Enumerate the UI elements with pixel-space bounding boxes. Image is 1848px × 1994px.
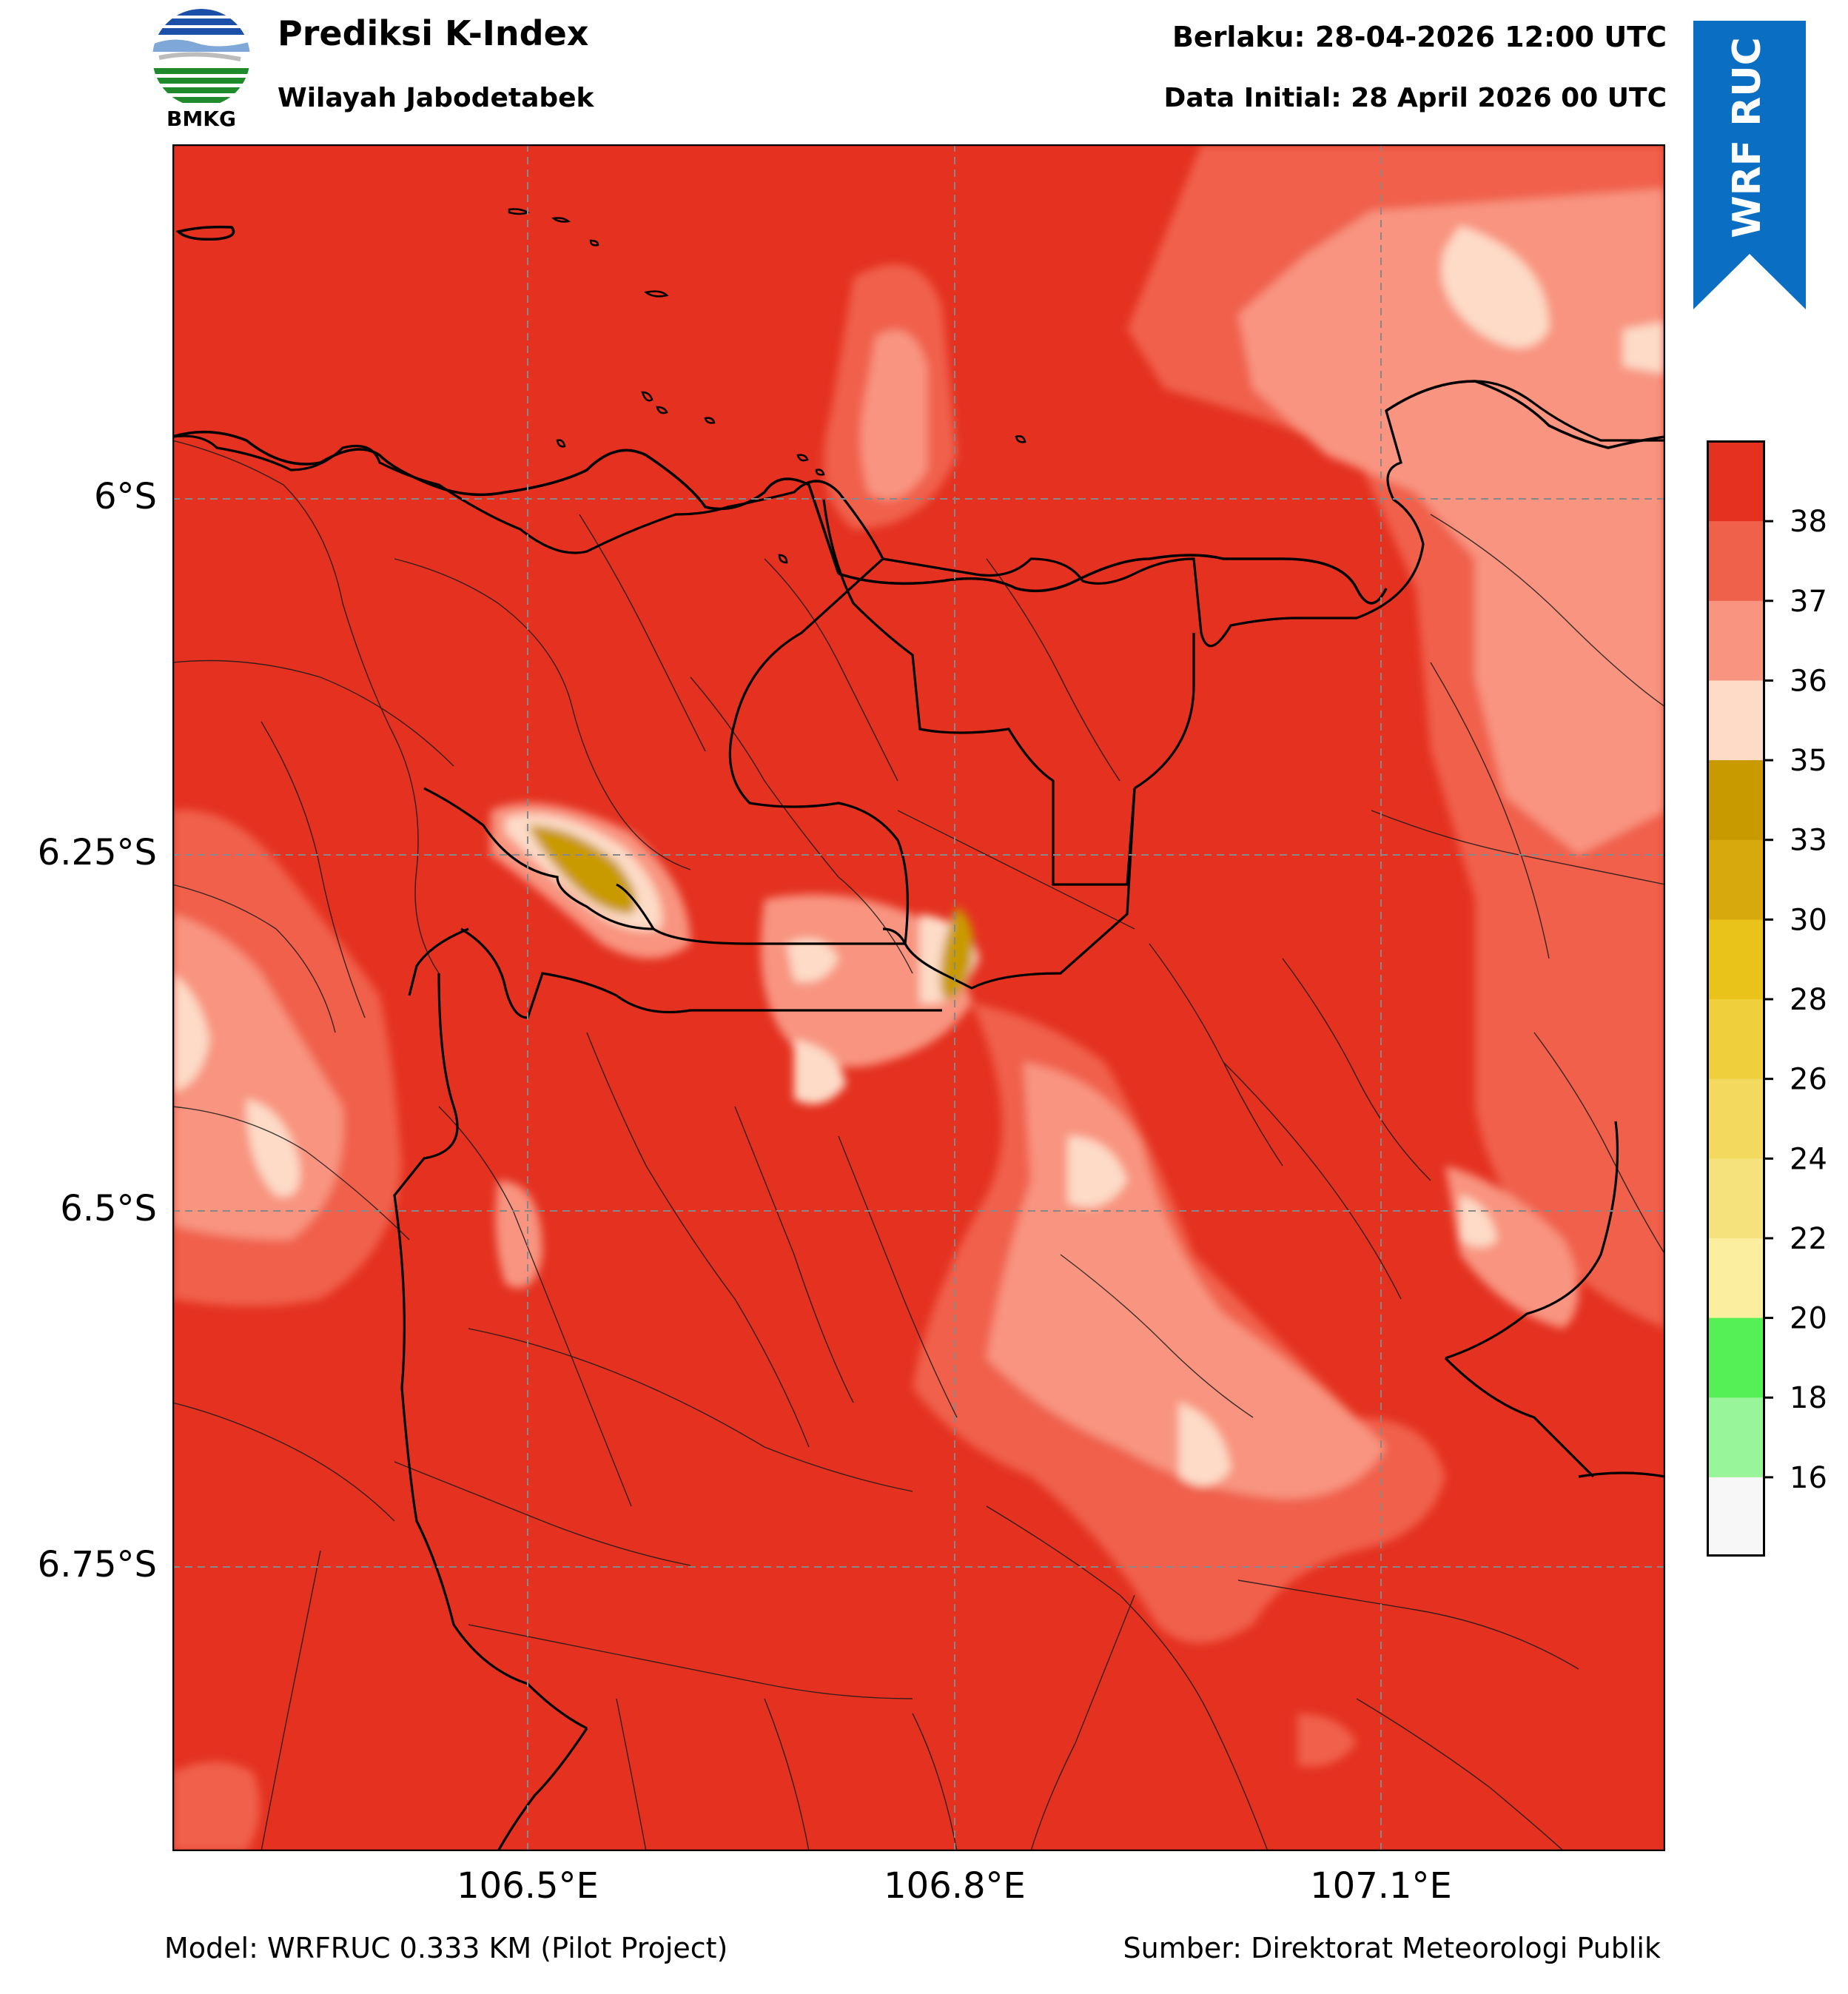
logo-text: BMKG [167,107,236,130]
valid-time: Berlaku: 28-04-2026 12:00 UTC [1172,21,1667,53]
lon-label-1068e: 106.8°E [884,1865,1026,1907]
k-index-map [172,144,1666,1852]
map-subtitle: Wilayah Jabodetabek [278,83,594,113]
district-boundaries [172,440,1666,1852]
lon-label-1071e: 107.1°E [1310,1865,1452,1907]
colorbar-tick-label: 16 [1790,1461,1827,1495]
colorbar-swatches [1707,441,1764,1557]
colorbar-swatch [1707,760,1764,841]
colorbar-swatch [1707,839,1764,920]
data-source: Sumber: Direktorat Meteorologi Publik [1123,1932,1661,1964]
lon-label-1065e: 106.5°E [457,1865,599,1907]
colorbar-swatch [1707,1317,1764,1398]
map-title: Prediksi K-Index [278,13,589,53]
k-index-contours [172,144,1665,1851]
colorbar-swatch [1707,999,1764,1080]
colorbar-legend: 38 37 36 35 33 30 28 26 24 22 20 18 16 [1707,440,1844,1558]
ribbon-text: WRF RUC [1725,37,1770,238]
lat-label-65s: 6.5°S [60,1188,157,1229]
colorbar-tick-label: 28 [1790,983,1827,1017]
province-boundaries [172,380,1666,1852]
colorbar-swatch [1707,600,1764,681]
colorbar-swatch [1707,919,1764,1000]
colorbar-frame [1707,440,1765,1557]
lat-lon-grid [172,144,1665,1851]
colorbar-swatch [1707,1238,1764,1319]
colorbar-tick-label: 18 [1790,1381,1827,1415]
colorbar-swatch [1707,680,1764,761]
lat-label-6s: 6°S [93,476,157,517]
colorbar-tick-label: 22 [1790,1222,1827,1256]
colorbar-tick-label: 24 [1790,1142,1827,1176]
init-time: Data Initial: 28 April 2026 00 UTC [1163,83,1667,113]
colorbar-tick-label: 30 [1790,903,1827,937]
colorbar-swatch [1707,441,1764,522]
colorbar-tick-label: 37 [1790,585,1827,619]
model-info: Model: WRFRUC 0.333 KM (Pilot Project) [164,1932,728,1964]
colorbar-tick-label: 33 [1790,824,1827,858]
wrf-ruc-ribbon: WRF RUC [1693,21,1806,309]
colorbar-tick-label: 35 [1790,744,1827,778]
colorbar-swatch [1707,1158,1764,1239]
bmkg-logo-icon: BMKG [152,9,250,131]
lat-label-675s: 6.75°S [37,1544,157,1585]
colorbar-swatch [1707,1477,1764,1557]
map-frame [172,144,1666,1852]
colorbar-swatch [1707,521,1764,602]
colorbar-tick-label: 26 [1790,1063,1827,1097]
colorbar-swatch [1707,1397,1764,1478]
colorbar-tick-label: 38 [1790,505,1827,539]
bmkg-logo: BMKG [152,6,252,131]
colorbar-ticks: 38 37 36 35 33 30 28 26 24 22 20 18 16 [1764,505,1827,1495]
lat-label-625s: 6.25°S [37,832,157,873]
colorbar-tick-label: 36 [1790,664,1827,698]
colorbar-tick-label: 20 [1790,1302,1827,1336]
colorbar-swatch [1707,1078,1764,1159]
